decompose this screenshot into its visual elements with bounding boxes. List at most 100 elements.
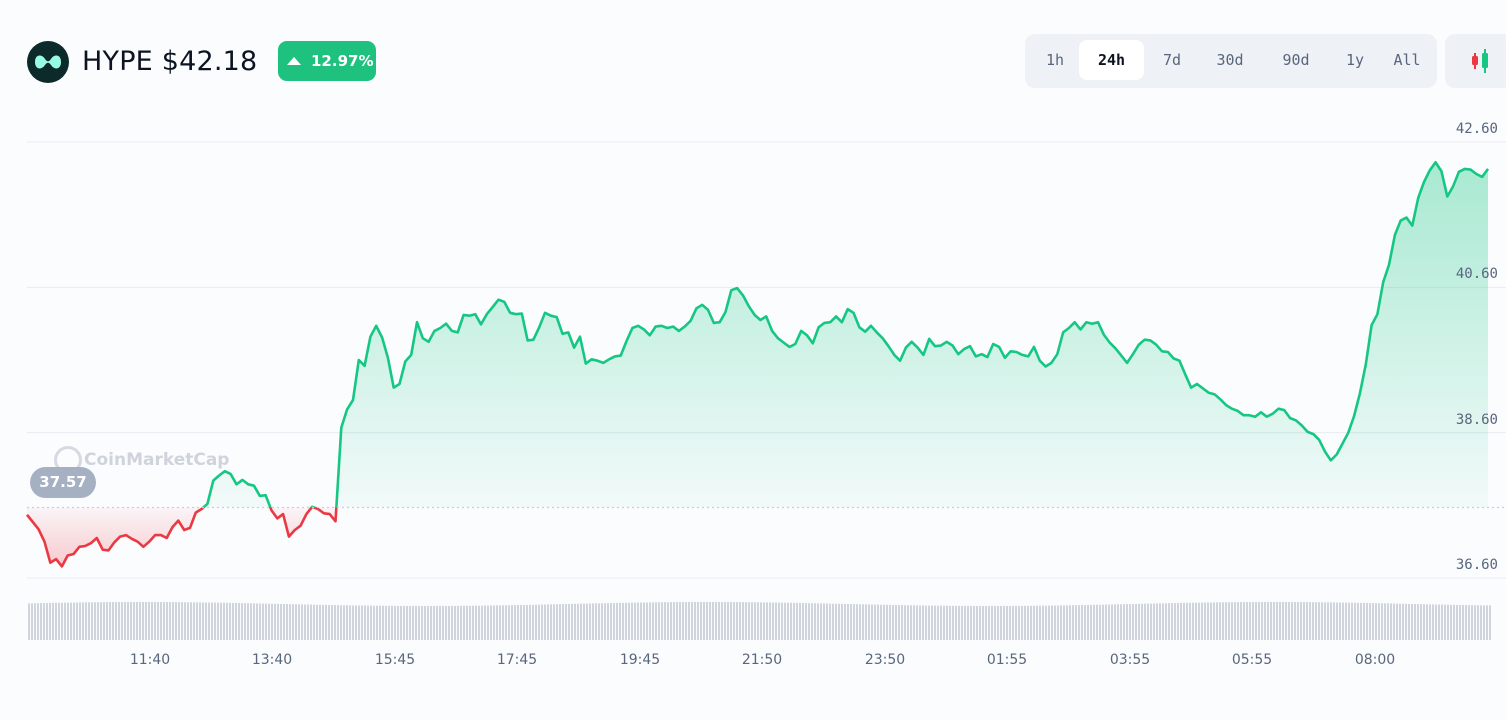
volume-bar [799,602,801,640]
volume-bar [742,602,744,640]
volume-bar [475,605,477,640]
volume-bar [1165,603,1167,640]
volume-bar [763,602,765,640]
volume-bar [295,604,297,640]
volume-bar [766,602,768,640]
volume-bar [751,602,753,640]
volume-bar [526,604,528,640]
volume-bar [253,603,255,640]
volume-bar [145,602,147,640]
volume-bar [727,602,729,640]
volume-bar [469,605,471,640]
volume-bar [409,605,411,640]
volume-bar [181,602,183,640]
volume-bar [376,605,378,640]
volume-bar [1327,602,1329,640]
volume-bar [1405,603,1407,640]
volume-bar [1321,602,1323,640]
volume-bar [838,603,840,640]
volume-bar [1084,604,1086,640]
volume-bar [223,602,225,640]
range-tab-all[interactable]: All [1393,51,1421,69]
volume-bar [457,605,459,640]
range-tab-90d[interactable]: 90d [1282,51,1310,69]
volume-bar [1051,605,1053,640]
volume-bar [670,602,672,640]
volume-bar [688,602,690,640]
volume-bar [532,604,534,640]
volume-bar [403,605,405,640]
range-tab-1y[interactable]: 1y [1345,51,1365,69]
volume-bar [1177,603,1179,640]
volume-bar [1267,602,1269,640]
volume-bar [1240,602,1242,640]
volume-bar [610,603,612,640]
volume-bar [1057,605,1059,640]
volume-bar [1300,602,1302,640]
volume-bar [466,605,468,640]
volume-bar [415,605,417,640]
volume-bar [235,602,237,640]
volume-bar [1231,602,1233,640]
volume-bar [577,603,579,640]
volume-bar [262,603,264,640]
volume-bar [586,603,588,640]
volume-bar [1390,603,1392,640]
volume-bar [541,604,543,640]
volume-bar [1438,604,1440,640]
volume-bar [205,602,207,640]
volume-bar [46,603,48,640]
volume-bar [661,602,663,640]
volume-bar [1039,605,1041,640]
volume-bar [592,603,594,640]
candlestick-toggle-button[interactable] [1445,34,1506,88]
volume-bar [343,605,345,640]
volume-bar [790,602,792,640]
volume-bar [1264,602,1266,640]
volume-bar [325,604,327,640]
volume-bar [202,602,204,640]
volume-bar [1294,602,1296,640]
volume-bar [583,603,585,640]
volume-bar [1414,604,1416,640]
volume-bar [1015,605,1017,640]
volume-bar [1114,604,1116,640]
volume-bar [1144,603,1146,640]
price-change-badge: 12.97% [278,41,376,81]
volume-bar [1126,604,1128,640]
volume-bar [949,605,951,640]
price-chart[interactable] [0,110,1506,650]
volume-bar [244,603,246,640]
range-tab-7d[interactable]: 7d [1162,51,1182,69]
volume-bar [520,604,522,640]
volume-bar [1411,603,1413,640]
volume-bar [1087,604,1089,640]
range-tab-24h[interactable]: 24h [1079,40,1144,80]
volume-bar [628,602,630,640]
volume-bar [298,604,300,640]
volume-bar [130,602,132,640]
volume-bar [283,604,285,640]
volume-bar [328,604,330,640]
volume-bar [331,605,333,640]
volume-bar [1222,602,1224,640]
volume-bar [778,602,780,640]
volume-bar [598,603,600,640]
volume-bar [613,602,615,640]
range-tab-1h[interactable]: 1h [1045,51,1065,69]
volume-bar [877,604,879,640]
area-fill-below-baseline [27,507,337,567]
volume-bar [1459,604,1461,640]
volume-bar [55,602,57,640]
x-tick-label: 19:45 [619,652,661,668]
range-tab-30d[interactable]: 30d [1216,51,1244,69]
volume-bar [169,602,171,640]
volume-bar [43,603,45,640]
volume-bar [121,602,123,640]
volume-bar [454,605,456,640]
x-tick-label: 23:50 [864,652,906,668]
volume-bar [565,604,567,640]
x-tick-label: 21:50 [741,652,783,668]
price-line-down [25,507,338,568]
volume-bar [364,605,366,640]
